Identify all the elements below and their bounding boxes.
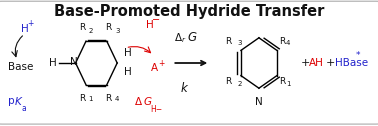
Text: −: − (152, 15, 160, 25)
Text: 4: 4 (115, 96, 119, 102)
Text: 2: 2 (88, 28, 93, 34)
Text: 2: 2 (237, 81, 242, 87)
Text: R: R (79, 94, 85, 103)
Text: N: N (70, 57, 77, 67)
Text: H: H (49, 58, 57, 68)
Text: AH: AH (309, 58, 324, 68)
Text: 1: 1 (88, 96, 93, 102)
Text: R: R (105, 94, 112, 103)
Text: p: p (8, 96, 15, 106)
Text: +: + (158, 58, 164, 68)
Text: +: + (326, 58, 336, 68)
Text: $\mathbf{\it{G}}$: $\mathbf{\it{G}}$ (187, 31, 197, 44)
Text: H: H (124, 48, 132, 58)
Text: R: R (225, 77, 231, 86)
Text: $\mathbf{\it{k}}$: $\mathbf{\it{k}}$ (180, 81, 189, 95)
Text: R: R (280, 77, 286, 86)
FancyBboxPatch shape (0, 1, 378, 124)
Text: +: + (28, 19, 34, 28)
Text: H: H (146, 20, 153, 30)
Text: $\Delta_r$: $\Delta_r$ (174, 31, 187, 45)
Text: R: R (79, 23, 85, 32)
Text: A: A (151, 63, 158, 73)
Text: 3: 3 (237, 40, 242, 46)
Text: +: + (301, 58, 310, 68)
Text: 1: 1 (286, 81, 291, 87)
Text: Base: Base (8, 62, 34, 72)
Text: H: H (124, 67, 132, 77)
Text: $\it{G}$: $\it{G}$ (143, 95, 152, 107)
Text: 4: 4 (286, 40, 290, 46)
Text: R: R (280, 37, 286, 46)
Text: R: R (225, 37, 231, 46)
Text: a: a (22, 104, 27, 113)
Text: N: N (255, 97, 263, 107)
Text: H: H (21, 24, 29, 34)
Text: 3: 3 (115, 28, 119, 34)
Text: R: R (105, 23, 112, 32)
Text: HBase: HBase (335, 58, 368, 68)
Text: $\it{K}$: $\it{K}$ (14, 95, 24, 107)
Text: Base-Promoted Hydride Transfer: Base-Promoted Hydride Transfer (54, 4, 324, 19)
Text: H−: H− (150, 105, 163, 114)
Text: $\Delta$: $\Delta$ (134, 95, 143, 107)
Text: *: * (355, 51, 360, 60)
